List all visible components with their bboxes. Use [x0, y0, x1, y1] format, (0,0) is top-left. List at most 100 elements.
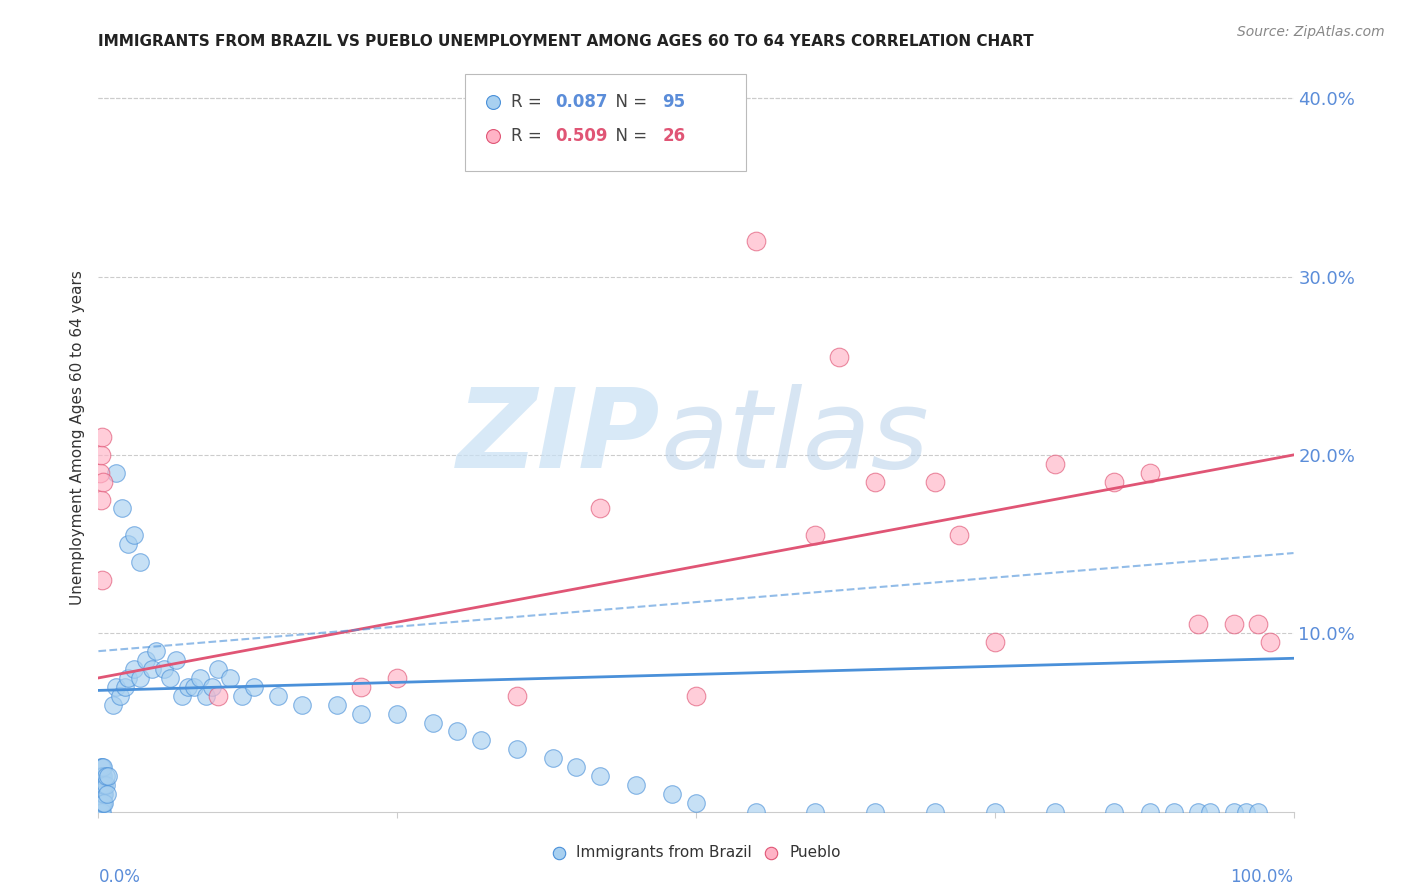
Point	[96, 787, 118, 801]
Point	[91, 796, 114, 810]
Point	[93, 778, 115, 792]
Point	[90, 805, 112, 819]
Text: atlas: atlas	[661, 384, 929, 491]
Point	[207, 689, 229, 703]
Point	[188, 671, 211, 685]
Point	[91, 769, 114, 783]
Point	[470, 733, 492, 747]
Point	[219, 671, 242, 685]
FancyBboxPatch shape	[465, 74, 747, 171]
Point	[243, 680, 266, 694]
Point	[89, 805, 111, 819]
Point	[565, 760, 588, 774]
Point	[1139, 805, 1161, 819]
Point	[91, 769, 114, 783]
Point	[1199, 805, 1222, 819]
Point	[94, 769, 117, 783]
Point	[89, 769, 111, 783]
Point	[1187, 805, 1209, 819]
Point	[141, 662, 163, 676]
Point	[90, 760, 112, 774]
Point	[90, 778, 112, 792]
Text: Source: ZipAtlas.com: Source: ZipAtlas.com	[1237, 25, 1385, 39]
Text: Pueblo: Pueblo	[789, 846, 841, 861]
Text: 95: 95	[662, 93, 686, 112]
Point	[91, 475, 114, 489]
Point	[1043, 805, 1066, 819]
Point	[90, 805, 112, 819]
Point	[745, 234, 768, 248]
Text: 26: 26	[662, 127, 686, 145]
Point	[124, 662, 146, 676]
Point	[1223, 617, 1246, 632]
Point	[1223, 805, 1246, 819]
Point	[183, 680, 205, 694]
Point	[177, 680, 200, 694]
Point	[1104, 805, 1126, 819]
Point	[446, 724, 468, 739]
Point	[1247, 617, 1270, 632]
Point	[804, 805, 827, 819]
Point	[91, 573, 114, 587]
Point	[828, 350, 851, 364]
Point	[195, 689, 218, 703]
Text: 0.0%: 0.0%	[98, 868, 141, 886]
Point	[129, 671, 152, 685]
Point	[172, 689, 194, 703]
Point	[589, 501, 612, 516]
Text: Immigrants from Brazil: Immigrants from Brazil	[576, 846, 752, 861]
Point	[129, 555, 152, 569]
Point	[114, 680, 136, 694]
Point	[145, 644, 167, 658]
Point	[91, 778, 114, 792]
Point	[89, 466, 111, 480]
Point	[90, 787, 112, 801]
Point	[661, 787, 683, 801]
Point	[326, 698, 349, 712]
Point	[385, 671, 409, 685]
Point	[89, 805, 111, 819]
Point	[984, 635, 1007, 649]
Point	[91, 430, 114, 444]
Point	[94, 778, 117, 792]
Point	[865, 805, 887, 819]
Point	[90, 769, 112, 783]
Point	[105, 466, 128, 480]
Point	[1139, 466, 1161, 480]
Point	[589, 769, 612, 783]
Point	[1104, 475, 1126, 489]
Point	[117, 671, 139, 685]
Point	[91, 760, 114, 774]
Point	[626, 778, 648, 792]
Point	[90, 787, 112, 801]
Point	[201, 680, 224, 694]
Point	[105, 680, 128, 694]
Text: IMMIGRANTS FROM BRAZIL VS PUEBLO UNEMPLOYMENT AMONG AGES 60 TO 64 YEARS CORRELAT: IMMIGRANTS FROM BRAZIL VS PUEBLO UNEMPLO…	[98, 34, 1033, 49]
Point	[1187, 617, 1209, 632]
Point	[90, 492, 112, 507]
Point	[91, 787, 114, 801]
Point	[89, 805, 111, 819]
Point	[97, 769, 120, 783]
Point	[101, 698, 124, 712]
Point	[91, 805, 114, 819]
Point	[117, 537, 139, 551]
Y-axis label: Unemployment Among Ages 60 to 64 years: Unemployment Among Ages 60 to 64 years	[69, 269, 84, 605]
Point	[91, 796, 114, 810]
Point	[804, 528, 827, 542]
Point	[924, 805, 946, 819]
Point	[385, 706, 409, 721]
Text: N =: N =	[605, 127, 652, 145]
Point	[153, 662, 176, 676]
Point	[924, 475, 946, 489]
Point	[90, 448, 112, 462]
Point	[1247, 805, 1270, 819]
Text: 0.509: 0.509	[555, 127, 607, 145]
Point	[89, 787, 111, 801]
Point	[865, 475, 887, 489]
Point	[745, 805, 768, 819]
Point	[159, 671, 181, 685]
Point	[89, 796, 111, 810]
Point	[108, 689, 131, 703]
Point	[685, 796, 707, 810]
